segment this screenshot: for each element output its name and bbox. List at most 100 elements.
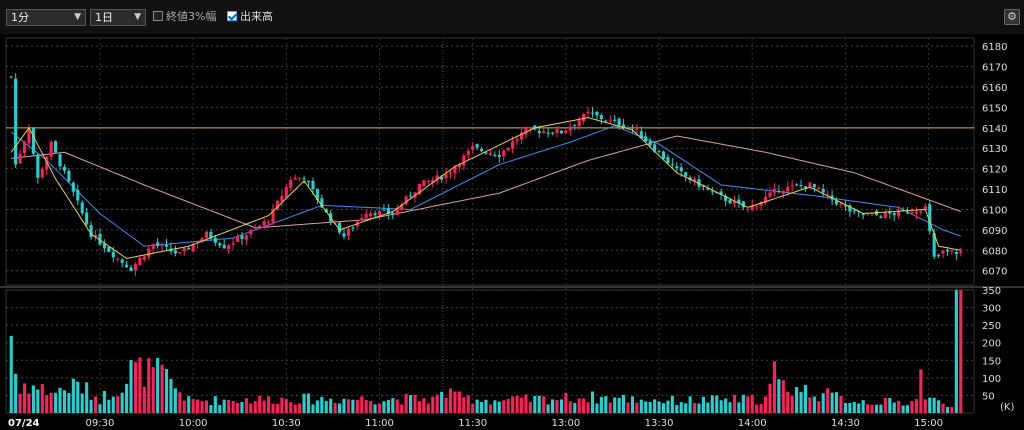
ma-long-line: [11, 135, 961, 229]
volume-bar: [417, 401, 421, 413]
volume-bar: [80, 393, 84, 413]
candle-body: [928, 204, 932, 232]
candle-body: [315, 188, 319, 201]
candle-body: [253, 227, 257, 229]
volume-bar: [169, 378, 173, 413]
volume-bar: [732, 394, 737, 413]
candle-body: [111, 251, 115, 258]
volume-bar: [191, 399, 195, 413]
volume-bar: [85, 382, 89, 413]
range-value: 1日: [95, 11, 113, 24]
candle-body: [191, 244, 195, 252]
price-tick-label: 6180: [982, 42, 1007, 53]
volume-bar: [897, 400, 901, 413]
volume-bar: [125, 383, 129, 413]
volume-bar: [826, 388, 830, 413]
candle-body: [293, 177, 297, 180]
volume-bar: [462, 397, 466, 413]
candle-body: [342, 233, 346, 237]
volume-bar: [249, 403, 253, 413]
volume-bar: [271, 403, 275, 413]
candle-body: [528, 127, 532, 129]
candle-body: [142, 256, 146, 260]
volume-bar: [861, 400, 865, 413]
volume-bar: [244, 398, 248, 413]
candle-body: [670, 164, 674, 166]
candle-body: [710, 191, 714, 193]
volume-bar: [675, 405, 679, 413]
volume-bar: [932, 397, 936, 413]
candle-body: [431, 179, 435, 183]
candle-body: [235, 236, 240, 242]
volume-bar: [267, 396, 271, 413]
candle-body: [18, 153, 22, 164]
volume-bar: [950, 406, 954, 413]
volume-bar: [253, 401, 257, 413]
volume-bar: [315, 400, 319, 413]
volume-bar: [369, 400, 373, 413]
candle-body: [71, 182, 75, 192]
log-scale-checkbox[interactable]: [153, 11, 163, 21]
volume-bar: [937, 400, 941, 413]
candle-body: [222, 244, 226, 249]
volume-bar: [27, 393, 31, 413]
candle-body: [27, 129, 31, 144]
candle-body: [89, 224, 93, 237]
volume-bar: [209, 405, 213, 413]
volume-bar: [338, 403, 342, 413]
candle-body: [648, 140, 652, 146]
candle-body: [737, 199, 741, 204]
volume-bar: [519, 397, 524, 413]
volume-tick-label: 50: [982, 391, 995, 402]
candle-body: [657, 151, 661, 153]
volume-bar: [391, 398, 395, 413]
volume-bar: [772, 361, 776, 413]
volume-checkbox[interactable]: [227, 11, 237, 21]
volume-bar: [89, 399, 93, 413]
candle-body: [763, 196, 768, 203]
ma-mid-line: [10, 125, 961, 247]
interval-value: 1分: [11, 11, 29, 24]
interval-select[interactable]: 1分 ▼: [6, 9, 86, 26]
volume-bar: [324, 400, 328, 413]
candle-body: [888, 211, 892, 214]
price-tick-label: 6120: [982, 165, 1007, 176]
volume-bar: [262, 400, 266, 413]
volume-bar: [431, 396, 435, 413]
candle-body: [382, 209, 386, 211]
gear-icon[interactable]: ⚙: [1004, 9, 1020, 25]
candle-body: [31, 127, 35, 154]
candle-body: [568, 126, 572, 131]
volume-bar: [453, 391, 457, 413]
chevron-down-icon: ▼: [74, 12, 81, 22]
volume-bar: [635, 402, 639, 413]
candle-body: [391, 212, 395, 215]
candle-body: [289, 180, 293, 188]
candle-body: [204, 231, 209, 238]
candle-body: [80, 202, 84, 214]
volume-bar: [120, 392, 124, 413]
candle-body: [182, 247, 186, 252]
volume-bar: [404, 393, 408, 413]
volume-bar: [475, 399, 479, 413]
candle-body: [524, 126, 528, 135]
candle-body: [613, 119, 617, 121]
candle-body: [755, 206, 759, 208]
candle-body: [577, 120, 581, 127]
candle-body: [133, 264, 138, 271]
candle-body: [870, 212, 874, 215]
candle-body: [338, 222, 342, 233]
volume-bar: [728, 402, 732, 413]
candle-body: [622, 124, 626, 128]
time-tick-label: 10:30: [272, 418, 301, 429]
range-select[interactable]: 1日 ▼: [90, 9, 146, 26]
volume-bar: [511, 396, 515, 413]
volume-bar: [284, 399, 288, 413]
candle-body: [218, 243, 222, 246]
candle-body: [604, 120, 608, 122]
volume-bar: [653, 399, 657, 413]
volume-bar: [200, 401, 204, 413]
candle-body: [125, 264, 129, 268]
volume-bar: [923, 399, 927, 413]
